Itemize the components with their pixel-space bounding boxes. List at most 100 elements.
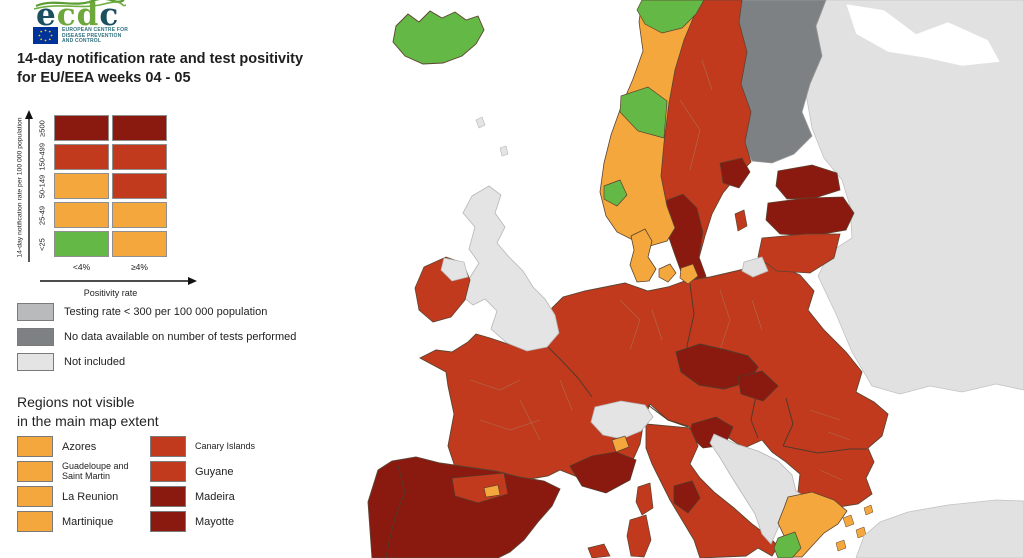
map-region-russia <box>805 0 1024 395</box>
matrix-row-label: <25 <box>37 238 47 251</box>
region-legend-row: Guyane <box>150 461 281 482</box>
map-region-balearics <box>587 543 611 558</box>
y-axis-arrow-icon <box>25 110 33 262</box>
logo-wordmark: ecdc <box>36 0 119 32</box>
region-legend-label: Guyane <box>195 465 234 478</box>
matrix-cell-r1c1 <box>112 144 167 170</box>
map-region-uk <box>460 185 560 352</box>
region-legend-row: Madeira <box>150 486 281 507</box>
map-region-sweden-stockholm <box>719 157 751 189</box>
region-legend-label: Guadeloupe and Saint Martin <box>62 461 129 481</box>
map-region-faroe <box>475 116 486 129</box>
logo-letter: e <box>36 0 57 33</box>
matrix-cell-r2c0 <box>54 173 109 199</box>
matrix-row-label: 150-499 <box>37 142 47 171</box>
map-region-provence <box>569 451 637 494</box>
region-legend-row: La Reunion <box>17 486 148 507</box>
region-legend-row: Mayotte <box>150 511 281 532</box>
map-region-shetland <box>499 145 509 157</box>
ecdc-logo: ecdc EUROPEAN CENTRE FOR DISEASE PREVENT… <box>26 0 226 48</box>
map-region-denmark <box>629 228 657 283</box>
map-region-denmark-funen <box>658 263 677 283</box>
matrix-cell-r0c1 <box>112 115 167 141</box>
status-legend-label: Not included <box>64 356 126 368</box>
matrix-cell-r2c1 <box>112 173 167 199</box>
matrix-row-label: 25-49 <box>37 205 47 226</box>
map-region-latvia <box>765 196 855 237</box>
map-region-slovakia-east <box>737 370 779 402</box>
map-region-denmark-zealand <box>679 263 699 285</box>
matrix-col-label: <4% <box>72 262 91 272</box>
map-white-sea <box>845 3 1001 67</box>
regions-legend-right-column: Canary Islands Guyane Madeira Mayotte <box>150 436 281 536</box>
orange-swatch <box>17 436 53 457</box>
map-region-norway-southwest <box>603 179 628 207</box>
map-region-turkey <box>855 499 1024 558</box>
red-swatch <box>150 436 186 457</box>
matrix-y-axis-label: 14-day notification rate per 100 000 pop… <box>16 117 24 258</box>
light_gray-swatch <box>17 303 54 321</box>
matrix-x-axis-label: Positivity rate <box>83 288 138 298</box>
red-swatch <box>150 461 186 482</box>
matrix-col-labels: <4% ≥4% <box>54 262 167 272</box>
map-region-spain-north-small <box>483 484 501 498</box>
map-region-kaliningrad <box>741 256 769 278</box>
title-line-2: for EU/EEA weeks 04 - 05 <box>17 70 191 86</box>
map-region-northern-ireland <box>440 257 469 282</box>
matrix-cell-r1c0 <box>54 144 109 170</box>
map-region-sardinia <box>626 514 652 558</box>
portugal-border <box>385 465 406 558</box>
logo-org-name: EUROPEAN CENTRE FOR DISEASE PREVENTION A… <box>62 27 129 44</box>
matrix-cell-r3c0 <box>54 202 109 228</box>
map-region-estonia <box>775 164 841 200</box>
x-axis-arrow-icon <box>40 277 197 285</box>
logo-letter: c <box>56 0 77 33</box>
status-legend-label: Testing rate < 300 per 100 000 populatio… <box>64 306 268 318</box>
dark_gray-swatch <box>17 328 54 346</box>
map-region-ticino <box>611 435 630 453</box>
status-legend-label: No data available on number of tests per… <box>64 331 297 343</box>
page-title: 14-day notification rate and test positi… <box>17 50 303 88</box>
regions-title-line-2: in the main map extent <box>17 413 159 429</box>
region-legend-label: Madeira <box>195 490 235 503</box>
region-legend-row: Canary Islands <box>150 436 281 457</box>
matrix-cell-r3c1 <box>112 202 167 228</box>
map-region-norway-finnmark <box>636 0 705 34</box>
map-region-aegean-islands <box>835 504 874 552</box>
matrix-cell-r4c0 <box>54 231 109 257</box>
regions-title-line-1: Regions not visible <box>17 394 135 410</box>
orange-swatch <box>17 486 53 507</box>
status-legend-row: Testing rate < 300 per 100 000 populatio… <box>17 303 296 321</box>
map-region-iberia <box>367 456 561 558</box>
matrix-row-label: 50-149 <box>37 174 47 199</box>
map-region-italy-center <box>673 480 701 514</box>
logo-letter: c <box>99 0 120 33</box>
region-legend-label: Azores <box>62 440 97 453</box>
y-axis-label-wrap: 14-day notification rate per 100 000 pop… <box>16 112 26 264</box>
map-region-iceland <box>392 10 485 65</box>
matrix-cell-r4c1 <box>112 231 167 257</box>
dark_red-swatch <box>150 511 186 532</box>
orange-swatch <box>17 461 53 482</box>
region-legend-row: Martinique <box>17 511 148 532</box>
logo-sketch-icon <box>34 0 126 10</box>
matrix-row-label: ≥500 <box>37 120 47 137</box>
map-region-corsica <box>635 482 654 516</box>
region-legend-label: La Reunion <box>62 490 119 503</box>
region-legend-label: Canary Islands <box>195 440 256 451</box>
map-region-switzerland <box>590 400 654 440</box>
logo-letter: d <box>76 0 100 33</box>
status-legend-row: No data available on number of tests per… <box>17 328 296 346</box>
region-legend-label: Martinique <box>62 515 114 528</box>
map-region-greece-west <box>773 531 802 558</box>
status-legend: Testing rate < 300 per 100 000 populatio… <box>17 303 296 378</box>
region-legend-row: Azores <box>17 436 148 457</box>
matrix-cell-r0c0 <box>54 115 109 141</box>
map-region-italy <box>645 423 779 558</box>
orange-swatch <box>17 511 53 532</box>
map-region-norway-mid <box>619 86 668 139</box>
not_included-swatch <box>17 353 54 371</box>
eu-flag-icon <box>33 27 58 44</box>
regions-legend-left-column: Azores Guadeloupe and Saint Martin La Reun… <box>17 436 148 536</box>
status-legend-row: Not included <box>17 353 296 371</box>
